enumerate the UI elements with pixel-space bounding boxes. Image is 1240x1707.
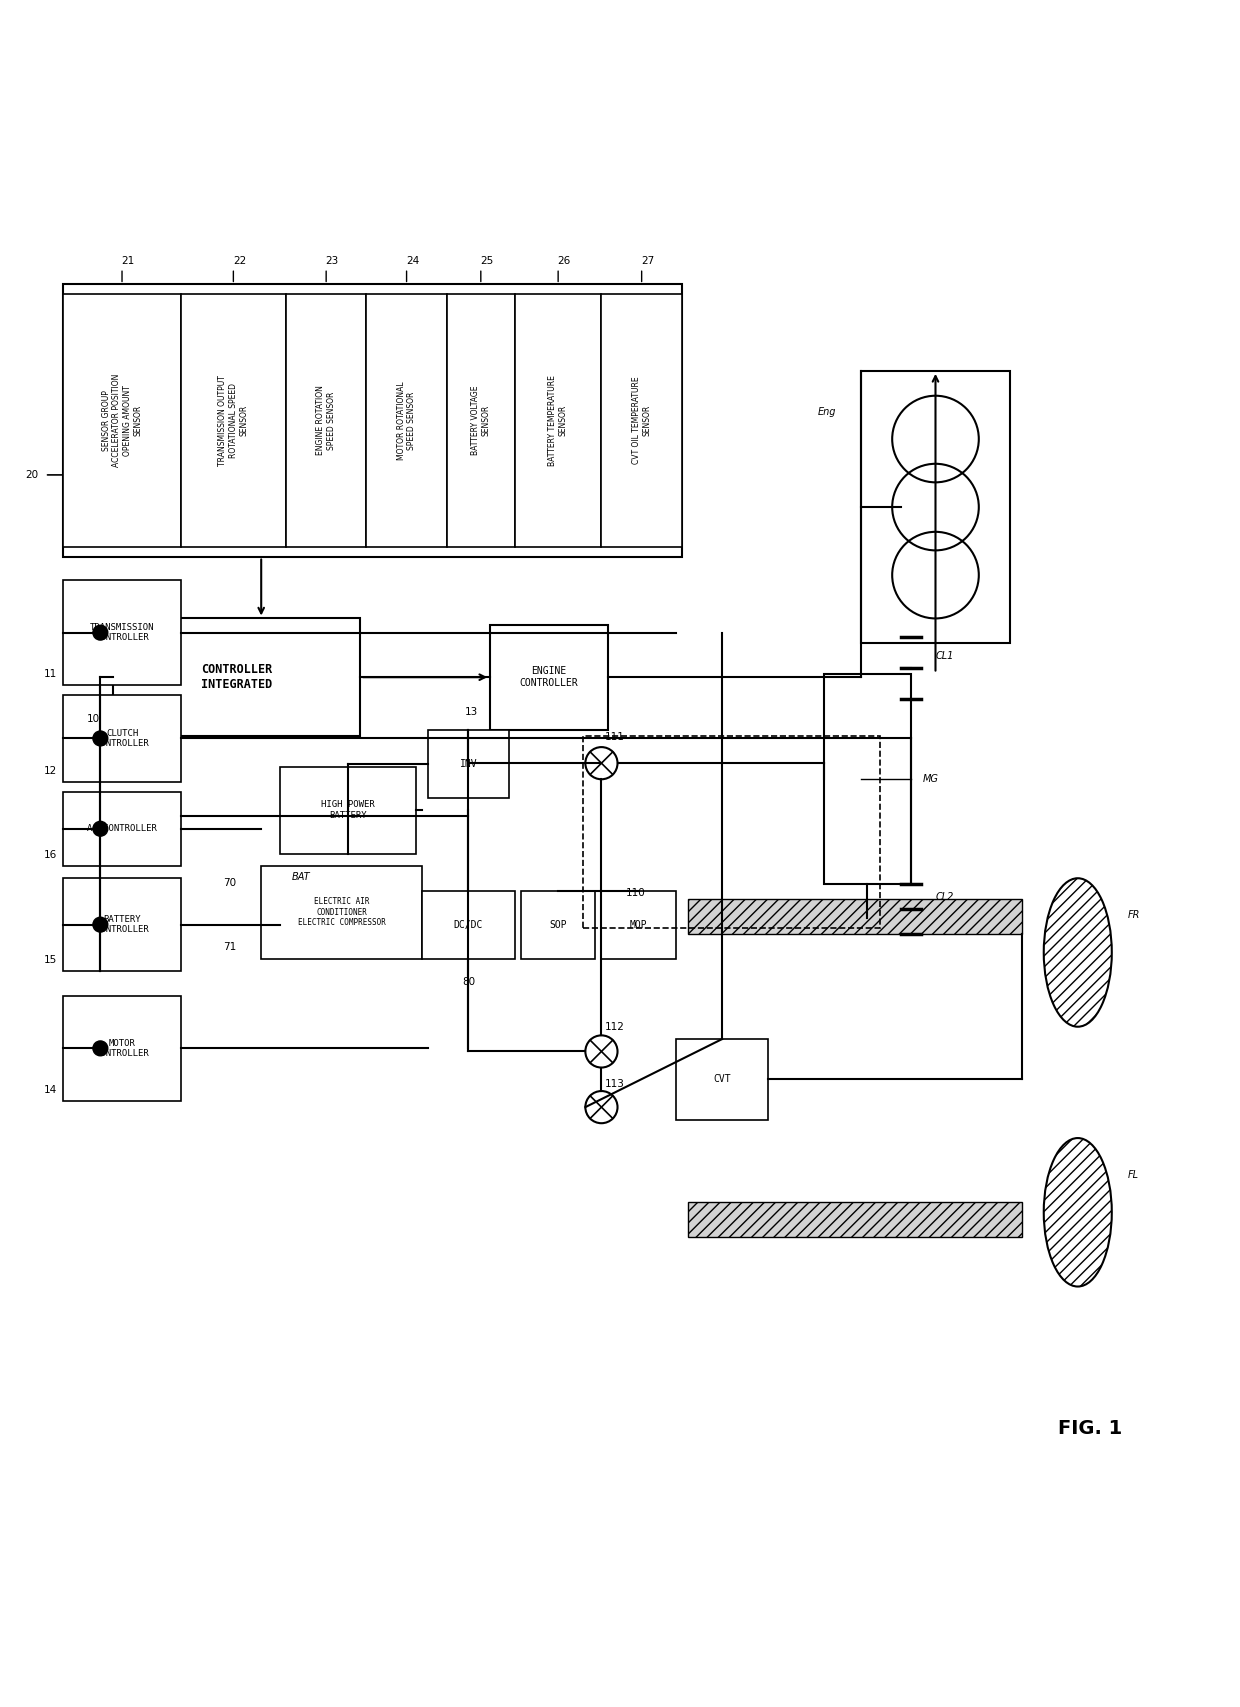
FancyBboxPatch shape [63,285,682,556]
Text: 10: 10 [87,714,100,724]
Text: TRANSMISSION OUTPUT
ROTATIONAL SPEED
SENSOR: TRANSMISSION OUTPUT ROTATIONAL SPEED SEN… [218,376,248,466]
Text: 70: 70 [223,877,237,888]
Text: 112: 112 [605,1022,625,1031]
FancyBboxPatch shape [113,618,360,736]
FancyBboxPatch shape [63,695,181,782]
Circle shape [93,625,108,640]
Text: 16: 16 [43,850,57,860]
FancyBboxPatch shape [825,674,910,884]
Text: CVT: CVT [713,1074,730,1084]
Text: Eng: Eng [818,406,837,417]
FancyBboxPatch shape [63,792,181,865]
FancyBboxPatch shape [862,370,1009,644]
Text: 26: 26 [558,256,570,266]
Text: 113: 113 [605,1079,625,1089]
Text: MG: MG [923,775,939,784]
Circle shape [93,1041,108,1057]
FancyBboxPatch shape [181,294,286,546]
Text: 12: 12 [43,765,57,775]
Text: TRANSMISSION
CONTROLLER: TRANSMISSION CONTROLLER [89,623,154,642]
Text: CL2: CL2 [935,891,954,901]
Text: CLUTCH
CONTROLLER: CLUTCH CONTROLLER [95,729,149,748]
FancyBboxPatch shape [422,891,515,959]
Text: INV: INV [460,760,477,768]
Text: 27: 27 [641,256,655,266]
FancyBboxPatch shape [676,1040,769,1120]
Text: 15: 15 [43,954,57,964]
FancyBboxPatch shape [280,766,415,854]
Text: CL1: CL1 [935,650,954,661]
Text: 23: 23 [326,256,339,266]
Text: 11: 11 [43,669,57,679]
FancyBboxPatch shape [515,294,601,546]
Text: AC CONTROLLER: AC CONTROLLER [87,824,157,833]
Circle shape [93,821,108,836]
FancyBboxPatch shape [601,891,676,959]
Text: 25: 25 [480,256,494,266]
Ellipse shape [1044,1139,1112,1287]
Text: 22: 22 [233,256,247,266]
FancyBboxPatch shape [688,1202,1022,1238]
FancyBboxPatch shape [521,891,595,959]
FancyBboxPatch shape [63,877,181,971]
Text: 80: 80 [461,976,475,987]
FancyBboxPatch shape [63,580,181,685]
FancyBboxPatch shape [262,865,422,959]
Circle shape [93,917,108,932]
Text: SENSOR GROUP
ACCELERATOR POSITION
OPENING AMOUNT
SENSOR: SENSOR GROUP ACCELERATOR POSITION OPENIN… [102,374,143,468]
Text: FR: FR [1127,910,1140,920]
Text: BATTERY
CONTROLLER: BATTERY CONTROLLER [95,915,149,934]
Text: BAT: BAT [293,872,311,883]
Text: 20: 20 [25,469,38,480]
FancyBboxPatch shape [601,294,682,546]
Text: 71: 71 [223,942,237,953]
Text: 110: 110 [626,888,646,898]
Ellipse shape [1044,877,1112,1026]
FancyBboxPatch shape [286,294,366,546]
Text: 24: 24 [407,256,419,266]
Text: MOTOR
CONTROLLER: MOTOR CONTROLLER [95,1038,149,1058]
FancyBboxPatch shape [63,995,181,1101]
Text: CVT OIL TEMPERATURE
SENSOR: CVT OIL TEMPERATURE SENSOR [632,377,651,464]
Text: BATTERY VOLTAGE
SENSOR: BATTERY VOLTAGE SENSOR [471,386,491,456]
FancyBboxPatch shape [366,294,446,546]
Text: SOP: SOP [549,920,567,930]
Text: 21: 21 [122,256,135,266]
Text: FL: FL [1127,1171,1138,1180]
Text: HIGH POWER
BATTERY: HIGH POWER BATTERY [321,801,374,819]
Text: 13: 13 [465,707,477,717]
FancyBboxPatch shape [688,900,1022,934]
Text: BATTERY TEMPERATURE
SENSOR: BATTERY TEMPERATURE SENSOR [548,376,568,466]
Text: ELECTRIC AIR
CONDITIONER
ELECTRIC COMPRESSOR: ELECTRIC AIR CONDITIONER ELECTRIC COMPRE… [298,898,386,927]
Text: ENGINE
CONTROLLER: ENGINE CONTROLLER [520,666,578,688]
Text: DC/DC: DC/DC [454,920,484,930]
Text: MOP: MOP [630,920,647,930]
Text: CONTROLLER
INTEGRATED: CONTROLLER INTEGRATED [201,664,272,691]
Text: ENGINE ROTATION
SPEED SENSOR: ENGINE ROTATION SPEED SENSOR [316,386,336,456]
Text: FIG. 1: FIG. 1 [1058,1419,1122,1439]
FancyBboxPatch shape [63,294,181,546]
FancyBboxPatch shape [446,294,515,546]
FancyBboxPatch shape [428,731,508,797]
Text: MOTOR ROTATIONAL
SPEED SENSOR: MOTOR ROTATIONAL SPEED SENSOR [397,381,417,459]
Text: 14: 14 [43,1084,57,1094]
FancyBboxPatch shape [490,625,608,731]
Circle shape [93,731,108,746]
Text: 111: 111 [605,732,625,743]
